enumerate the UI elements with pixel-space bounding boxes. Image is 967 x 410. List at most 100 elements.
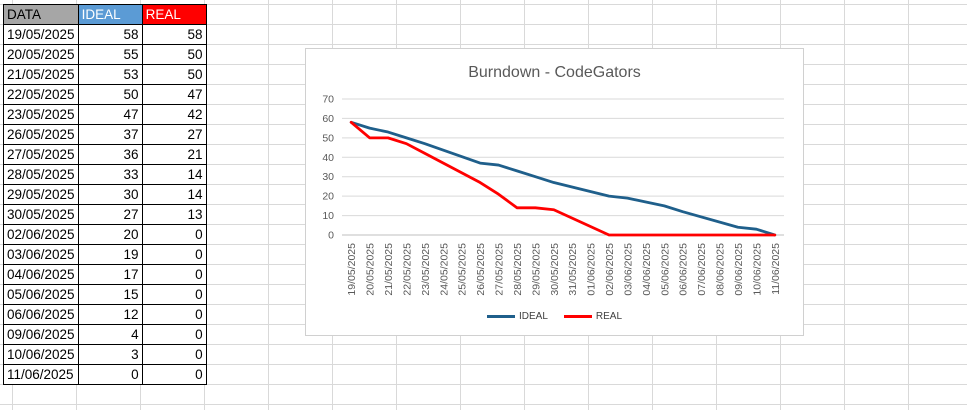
x-tick-label: 02/06/2025 bbox=[604, 243, 616, 296]
cell-real[interactable]: 21 bbox=[141, 144, 207, 165]
header-data[interactable]: DATA bbox=[3, 4, 79, 25]
table-row: 05/06/2025 15 0 bbox=[3, 284, 207, 305]
legend-swatch bbox=[563, 315, 592, 318]
cell-date[interactable]: 26/05/2025 bbox=[3, 124, 79, 145]
y-tick-label: 70 bbox=[322, 94, 334, 106]
table-header-row: DATA IDEAL REAL bbox=[3, 4, 207, 25]
cell-ideal[interactable]: 36 bbox=[77, 144, 143, 165]
cell-date[interactable]: 03/06/2025 bbox=[3, 244, 79, 265]
x-tick-label: 31/05/2025 bbox=[567, 243, 579, 296]
x-tick-label: 08/06/2025 bbox=[715, 243, 727, 296]
cell-date[interactable]: 27/05/2025 bbox=[3, 144, 79, 165]
table-row: 09/06/2025 4 0 bbox=[3, 324, 207, 345]
y-tick-label: 0 bbox=[328, 230, 334, 242]
legend-item-ideal[interactable]: IDEAL bbox=[486, 311, 548, 322]
cell-ideal[interactable]: 0 bbox=[77, 364, 143, 385]
cell-real[interactable]: 0 bbox=[141, 304, 207, 325]
cell-date[interactable]: 19/05/2025 bbox=[3, 24, 79, 45]
table-row: 11/06/2025 0 0 bbox=[3, 364, 207, 385]
cell-ideal[interactable]: 58 bbox=[77, 24, 143, 45]
cell-date[interactable]: 09/06/2025 bbox=[3, 324, 79, 345]
cell-date[interactable]: 10/06/2025 bbox=[3, 344, 79, 365]
cell-real[interactable]: 58 bbox=[141, 24, 207, 45]
cell-date[interactable]: 06/06/2025 bbox=[3, 304, 79, 325]
cell-date[interactable]: 02/06/2025 bbox=[3, 224, 79, 245]
cell-real[interactable]: 0 bbox=[141, 284, 207, 305]
table-row: 22/05/2025 50 47 bbox=[3, 84, 207, 105]
chart-plot: 0 10 20 30 40 50 60 70 19/05/2025 20/05/2025 21/05… bbox=[322, 94, 784, 296]
x-tick-label: 20/05/2025 bbox=[365, 243, 377, 296]
cell-ideal[interactable]: 27 bbox=[77, 204, 143, 225]
header-real[interactable]: REAL bbox=[141, 4, 207, 25]
cell-real[interactable]: 14 bbox=[141, 164, 207, 185]
chart-legend: IDEAL REAL bbox=[306, 311, 803, 322]
cell-date[interactable]: 28/05/2025 bbox=[3, 164, 79, 185]
cell-date[interactable]: 21/05/2025 bbox=[3, 64, 79, 85]
chart-title: Burndown - CodeGators bbox=[468, 64, 641, 81]
y-tick-label: 20 bbox=[322, 191, 334, 203]
cell-ideal[interactable]: 19 bbox=[77, 244, 143, 265]
x-tick-label: 28/05/2025 bbox=[512, 243, 524, 296]
table-row: 03/06/2025 19 0 bbox=[3, 244, 207, 265]
x-tick-label: 04/06/2025 bbox=[641, 243, 653, 296]
cell-real[interactable]: 13 bbox=[141, 204, 207, 225]
cell-real[interactable]: 0 bbox=[141, 264, 207, 285]
cell-ideal[interactable]: 50 bbox=[77, 84, 143, 105]
cell-real[interactable]: 27 bbox=[141, 124, 207, 145]
cell-date[interactable]: 29/05/2025 bbox=[3, 184, 79, 205]
cell-ideal[interactable]: 30 bbox=[77, 184, 143, 205]
cell-ideal[interactable]: 37 bbox=[77, 124, 143, 145]
x-tick-label: 10/06/2025 bbox=[751, 243, 763, 296]
x-tick-label: 09/06/2025 bbox=[733, 243, 745, 296]
cell-real[interactable]: 0 bbox=[141, 324, 207, 345]
y-tick-label: 10 bbox=[322, 210, 334, 222]
cell-ideal[interactable]: 17 bbox=[77, 264, 143, 285]
burndown-chart[interactable]: Burndown - CodeGators 0 10 20 30 40 50 60 70 19/… bbox=[305, 48, 804, 336]
cell-real[interactable]: 50 bbox=[141, 64, 207, 85]
cell-date[interactable]: 20/05/2025 bbox=[3, 44, 79, 65]
table-row: 02/06/2025 20 0 bbox=[3, 224, 207, 245]
cell-date[interactable]: 22/05/2025 bbox=[3, 84, 79, 105]
data-table: DATA IDEAL REAL 19/05/2025 58 58 20/05/2025… bbox=[3, 4, 207, 385]
cell-real[interactable]: 50 bbox=[141, 44, 207, 65]
y-tick-label: 40 bbox=[322, 152, 334, 164]
x-tick-label: 01/06/2025 bbox=[586, 243, 598, 296]
table-row: 21/05/2025 53 50 bbox=[3, 64, 207, 85]
cell-date[interactable]: 30/05/2025 bbox=[3, 204, 79, 225]
table-row: 19/05/2025 58 58 bbox=[3, 24, 207, 45]
x-tick-label: 22/05/2025 bbox=[401, 243, 413, 296]
cell-real[interactable]: 0 bbox=[141, 364, 207, 385]
cell-date[interactable]: 23/05/2025 bbox=[3, 104, 79, 125]
cell-real[interactable]: 47 bbox=[141, 84, 207, 105]
x-tick-label: 23/05/2025 bbox=[420, 243, 432, 296]
table-row: 27/05/2025 36 21 bbox=[3, 144, 207, 165]
x-tick-label: 11/06/2025 bbox=[770, 243, 782, 295]
cell-ideal[interactable]: 53 bbox=[77, 64, 143, 85]
x-tick-label: 05/06/2025 bbox=[659, 243, 671, 296]
cell-ideal[interactable]: 20 bbox=[77, 224, 143, 245]
cell-ideal[interactable]: 55 bbox=[77, 44, 143, 65]
cell-ideal[interactable]: 15 bbox=[77, 284, 143, 305]
cell-date[interactable]: 04/06/2025 bbox=[3, 264, 79, 285]
cell-real[interactable]: 0 bbox=[141, 224, 207, 245]
x-tick-label: 21/05/2025 bbox=[383, 243, 395, 296]
cell-ideal[interactable]: 4 bbox=[77, 324, 143, 345]
y-tick-label: 50 bbox=[322, 132, 334, 144]
cell-ideal[interactable]: 47 bbox=[77, 104, 143, 125]
header-ideal[interactable]: IDEAL bbox=[77, 4, 143, 25]
table-row: 06/06/2025 12 0 bbox=[3, 304, 207, 325]
cell-real[interactable]: 14 bbox=[141, 184, 207, 205]
series-line-real bbox=[349, 120, 777, 237]
legend-item-real[interactable]: REAL bbox=[563, 311, 622, 322]
x-tick-label: 19/05/2025 bbox=[346, 243, 358, 296]
cell-real[interactable]: 0 bbox=[141, 344, 207, 365]
cell-ideal[interactable]: 3 bbox=[77, 344, 143, 365]
cell-real[interactable]: 0 bbox=[141, 244, 207, 265]
cell-real[interactable]: 42 bbox=[141, 104, 207, 125]
cell-ideal[interactable]: 33 bbox=[77, 164, 143, 185]
x-tick-label: 26/05/2025 bbox=[475, 243, 487, 296]
x-tick-label: 25/05/2025 bbox=[457, 243, 469, 296]
cell-date[interactable]: 05/06/2025 bbox=[3, 284, 79, 305]
cell-date[interactable]: 11/06/2025 bbox=[3, 364, 79, 385]
cell-ideal[interactable]: 12 bbox=[77, 304, 143, 325]
